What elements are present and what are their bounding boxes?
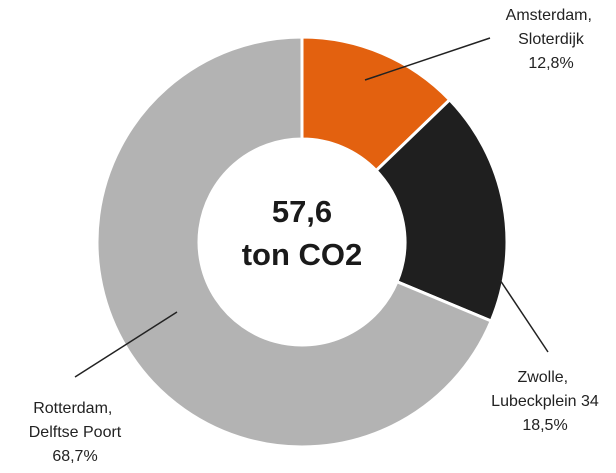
category-label: Rotterdam, Delftse Poort — [29, 400, 122, 441]
leader-line — [364, 37, 491, 81]
total-label: 57,6 — [272, 194, 332, 229]
value-label: 12,8% — [528, 55, 573, 72]
slice — [95, 35, 494, 449]
value-label: 68,7% — [52, 448, 97, 465]
unit-label: ton CO2 — [242, 237, 363, 272]
slices — [95, 35, 509, 449]
value-label: 18,5% — [522, 417, 567, 434]
leader-line — [499, 279, 549, 353]
slice — [374, 97, 509, 324]
category-label: Amsterdam, Sloterdijk — [506, 7, 597, 48]
leader-line — [74, 311, 178, 378]
category-label: Zwolle, Lubeckplein 34 — [491, 369, 599, 410]
